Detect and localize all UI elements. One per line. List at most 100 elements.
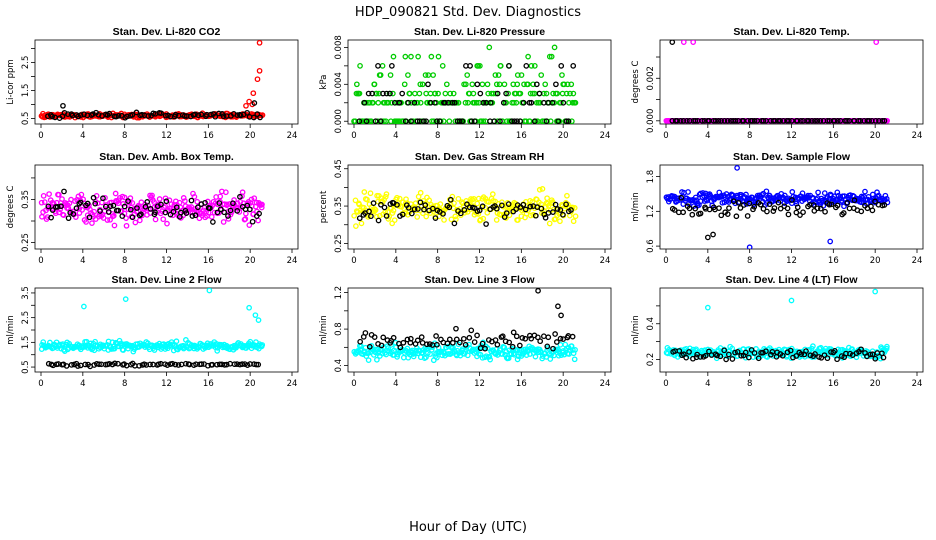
data-point <box>683 354 690 361</box>
data-point <box>136 217 143 224</box>
data-point <box>198 361 205 367</box>
data-point <box>487 356 494 363</box>
data-point <box>734 349 741 355</box>
panel-4: Stan. Dev. Amb. Box Temp. 0 4 8 12 16 20 24 0.25… <box>6 151 299 266</box>
data-point <box>523 62 530 69</box>
data-point <box>371 334 378 340</box>
x-tick-label: 16 <box>828 256 839 266</box>
data-point <box>380 90 386 97</box>
plot-frame <box>659 39 924 125</box>
data-point-outlier <box>680 40 687 45</box>
data-point <box>697 210 704 217</box>
data-point <box>366 208 372 215</box>
data-point <box>59 196 65 202</box>
data-point <box>247 199 254 206</box>
x-tick-label: 24 <box>912 131 923 141</box>
data-point <box>380 334 387 341</box>
data-point <box>532 212 539 219</box>
data-point <box>391 217 398 224</box>
data-point <box>440 211 446 217</box>
data-point <box>477 90 484 97</box>
data-point <box>40 193 47 199</box>
data-point-outlier <box>555 303 561 310</box>
data-point <box>509 118 515 124</box>
data-point <box>737 205 744 211</box>
y-tick-label: 3.5 <box>21 286 31 300</box>
data-point <box>834 356 840 363</box>
data-point <box>549 99 556 106</box>
data-point <box>872 198 878 205</box>
x-tick-label: 0 <box>38 379 43 389</box>
x-tick-label: 12 <box>161 131 172 141</box>
data-point <box>214 209 221 216</box>
data-point <box>509 343 516 350</box>
data-point <box>571 356 578 363</box>
data-point <box>369 90 376 97</box>
data-point <box>189 213 196 219</box>
data-point <box>505 355 512 362</box>
data-point <box>39 213 45 220</box>
data-point <box>503 99 509 106</box>
data-point <box>195 204 201 211</box>
data-point <box>503 210 510 216</box>
data-point <box>406 90 413 97</box>
data-point <box>548 53 555 60</box>
panel-title: Stan. Dev. Li-820 Temp. <box>733 26 849 38</box>
data-point <box>787 347 794 354</box>
data-point <box>442 99 448 106</box>
data-points <box>351 186 579 229</box>
data-point <box>877 355 884 362</box>
data-point <box>92 338 98 345</box>
data-point <box>443 81 450 88</box>
data-point <box>46 191 52 197</box>
data-point <box>411 206 418 213</box>
data-point <box>474 81 481 88</box>
data-point <box>92 200 99 207</box>
data-point <box>568 207 574 213</box>
data-point <box>61 188 67 195</box>
data-point <box>564 192 570 199</box>
data-point <box>372 207 379 213</box>
data-point <box>423 341 430 348</box>
data-point <box>183 210 190 216</box>
data-point <box>541 333 547 340</box>
data-point <box>452 213 459 220</box>
data-point <box>73 205 80 212</box>
x-tick-label: 24 <box>912 379 923 389</box>
y-axis-label: ml/min <box>631 315 641 345</box>
data-point <box>500 99 507 106</box>
data-point <box>680 117 687 124</box>
data-point <box>385 99 392 106</box>
data-point <box>485 90 492 97</box>
data-point <box>417 189 424 196</box>
data-point <box>246 206 253 213</box>
data-point <box>246 222 253 228</box>
data-point <box>44 214 51 220</box>
data-point <box>828 201 835 208</box>
data-point <box>524 81 531 88</box>
y-tick-label: 0.8 <box>334 322 344 336</box>
data-point <box>48 214 54 221</box>
data-point <box>471 118 478 124</box>
y-tick-label: 1.5 <box>21 336 31 350</box>
data-point <box>49 113 56 120</box>
x-tick-label: 12 <box>786 256 797 266</box>
data-point <box>451 200 457 207</box>
x-tick-label: 20 <box>558 379 569 389</box>
data-point <box>139 111 145 118</box>
data-point <box>433 333 439 339</box>
data-point <box>429 205 436 212</box>
data-point <box>789 197 795 203</box>
data-point <box>497 62 504 69</box>
data-point <box>434 118 440 124</box>
data-point <box>844 117 850 124</box>
data-point <box>257 114 263 121</box>
data-point <box>461 207 468 213</box>
data-point <box>525 53 531 60</box>
data-point <box>371 81 378 88</box>
data-point <box>397 344 404 351</box>
data-point <box>468 327 475 334</box>
data-point <box>423 213 430 220</box>
data-point <box>382 193 389 200</box>
y-tick-label: 1.8 <box>646 170 656 184</box>
